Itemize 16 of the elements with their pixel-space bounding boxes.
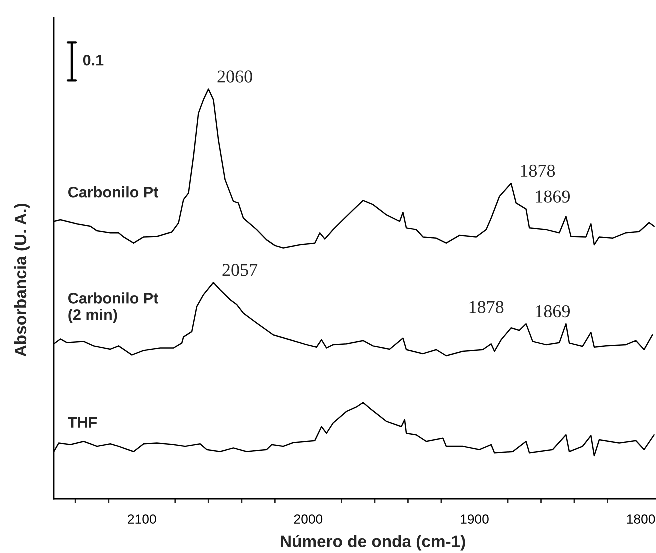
annotation: 2060 — [218, 70, 252, 83]
x-tick-label: 2000 — [294, 514, 323, 524]
series-label: Carbonilo Pt — [68, 186, 159, 198]
series-label: THF — [68, 417, 98, 428]
series-label: Carbonilo Pt (2 min) — [68, 292, 159, 324]
annotation: 1869 — [536, 190, 570, 203]
x-tick-label: 1900 — [461, 514, 489, 524]
y-axis-title: Absorbancia (U. A.) — [14, 204, 30, 357]
annotation: 1878 — [521, 164, 556, 178]
annotation: 1878 — [470, 301, 504, 314]
text: 0.1 — [83, 54, 104, 66]
annotation: 2057 — [222, 264, 258, 276]
annotation: 1869 — [536, 305, 570, 318]
x-tick-label: 1800 — [627, 514, 656, 524]
x-axis-title: Número de onda (cm-1) — [281, 535, 466, 551]
x-tick-label: 2100 — [128, 514, 156, 524]
